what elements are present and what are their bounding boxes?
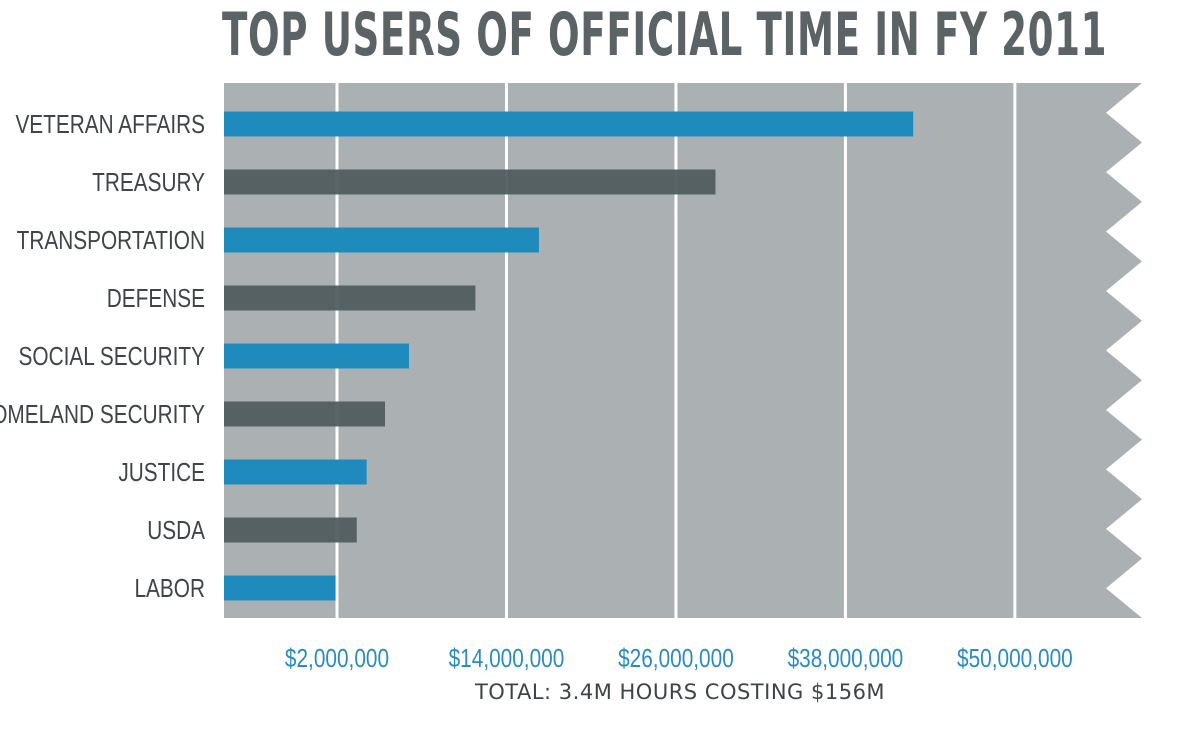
category-labels: VETERAN AFFAIRS TREASURY TRANSPORTATION DEF… bbox=[0, 109, 206, 603]
category-label: TREASURY bbox=[92, 167, 205, 197]
bar bbox=[224, 227, 539, 253]
category-label: SOCIAL SECURITY bbox=[19, 341, 205, 371]
category-label: LABOR bbox=[134, 573, 205, 603]
category-label: HOMELAND SECURITY bbox=[0, 399, 205, 429]
bar bbox=[224, 401, 386, 427]
bars bbox=[224, 111, 914, 601]
bar bbox=[224, 517, 357, 543]
bar bbox=[224, 285, 476, 311]
plot-background bbox=[224, 83, 1142, 618]
chart-footnote: TOTAL: 3.4M HOURS COSTING $156M bbox=[474, 680, 886, 704]
category-label: VETERAN AFFAIRS bbox=[15, 109, 205, 139]
bar bbox=[224, 343, 410, 369]
category-label: TRANSPORTATION bbox=[17, 225, 205, 255]
tick-label: $14,000,000 bbox=[449, 643, 565, 673]
tick-label: $50,000,000 bbox=[957, 643, 1073, 673]
plot-area bbox=[224, 83, 1142, 618]
bar bbox=[224, 111, 914, 137]
bar bbox=[224, 575, 336, 601]
bar bbox=[224, 169, 716, 195]
bar bbox=[224, 459, 367, 485]
category-label: USDA bbox=[147, 515, 205, 545]
category-label: JUSTICE bbox=[118, 457, 205, 487]
x-axis-tick-labels: $2,000,000 $14,000,000 $26,000,000 $38,000,… bbox=[285, 643, 1073, 673]
category-label: DEFENSE bbox=[107, 283, 205, 313]
tick-label: $38,000,000 bbox=[788, 643, 904, 673]
tick-label: $26,000,000 bbox=[618, 643, 734, 673]
tick-label: $2,000,000 bbox=[285, 643, 389, 673]
